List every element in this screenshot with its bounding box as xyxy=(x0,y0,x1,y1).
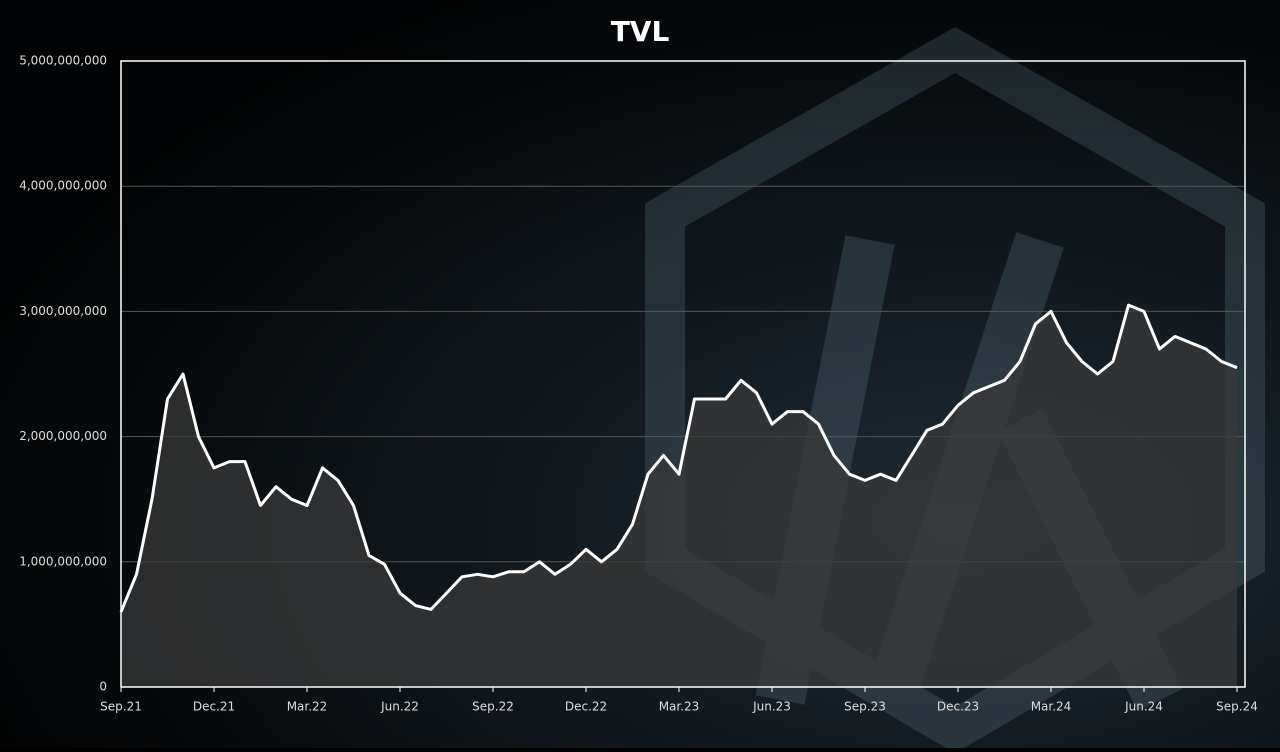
x-tick-label: Sep.22 xyxy=(472,700,514,714)
x-tick-label: Sep.23 xyxy=(844,700,886,714)
x-tick-label: Mar.24 xyxy=(1031,700,1072,714)
x-tick-label: Dec.21 xyxy=(193,700,235,714)
x-tick-label: Jun.23 xyxy=(752,700,791,714)
x-tick-label: Sep.24 xyxy=(1216,700,1258,714)
x-tick-label: Mar.22 xyxy=(287,700,328,714)
y-tick-label: 3,000,000,000 xyxy=(19,304,107,318)
y-tick-label: 2,000,000,000 xyxy=(19,429,107,443)
x-tick-label: Jun.22 xyxy=(380,700,419,714)
plot-border xyxy=(120,60,1246,688)
x-tick-label: Sep.21 xyxy=(100,700,142,714)
line xyxy=(119,303,1238,613)
x-tick-label: Dec.22 xyxy=(565,700,607,714)
y-tick-label: 5,000,000,000 xyxy=(19,54,107,68)
y-tick-label: 0 xyxy=(99,680,107,694)
x-tick-label: Jun.24 xyxy=(1124,700,1163,714)
area xyxy=(121,305,1237,687)
chart-title: TVL xyxy=(611,15,670,48)
plot-area: 0 1,000,000,000 2,000,000,000 3,000,000,000… xyxy=(19,54,1258,714)
x-tick-label: Mar.23 xyxy=(659,700,700,714)
y-tick-label: 1,000,000,000 xyxy=(19,554,107,568)
x-tick-label: Dec.23 xyxy=(937,700,979,714)
y-tick-label: 4,000,000,000 xyxy=(19,179,107,193)
